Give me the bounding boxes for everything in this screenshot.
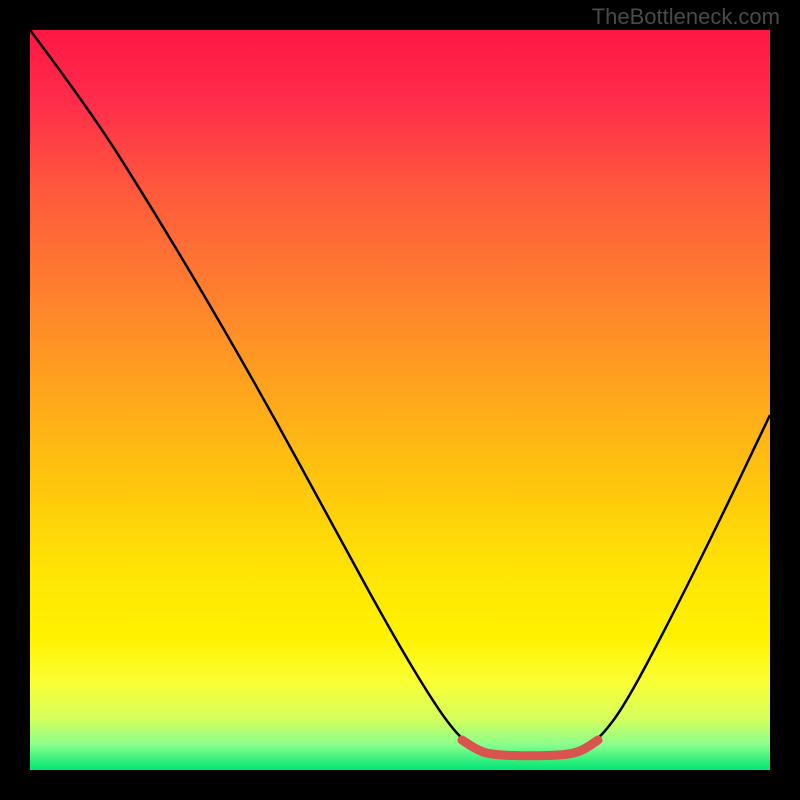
bottleneck-curve	[30, 30, 770, 755]
curve-layer	[30, 30, 770, 770]
valley-marker	[462, 740, 598, 756]
watermark-text: TheBottleneck.com	[592, 4, 780, 30]
plot-frame	[30, 30, 770, 770]
